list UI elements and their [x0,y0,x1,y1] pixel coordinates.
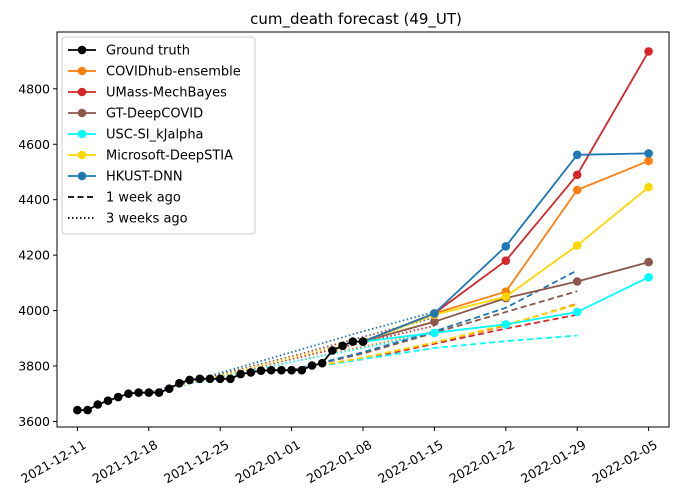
y-tick-label: 3600 [18,414,50,429]
ground-truth-point [154,388,164,397]
ground-truth-point [277,365,286,375]
ground-truth-point [195,374,205,384]
gt-deepcovid-forecast-point [430,317,439,327]
y-tick-label: 4200 [18,248,50,263]
legend-entry-label: Ground truth [106,44,190,59]
microsoft-deepstia-forecast-point [644,182,653,192]
plot-area [73,47,653,415]
ground-truth-point [175,378,184,388]
covidhub-ensemble-forecast-point [644,156,653,166]
gt-deepcovid-forecast-point [644,257,653,267]
ground-truth-point [246,368,256,377]
legend-entry-label: USC-SI_kJalpha [106,128,204,143]
usc-si-kjalpha-forecast-point [430,328,439,338]
legend-swatch-marker [77,171,87,181]
usc-si-kjalpha-3-weeks-ago-line [148,331,435,394]
y-tick-label: 4400 [18,192,50,207]
hkust-dnn-forecast-point [430,309,439,318]
hkust-dnn-forecast-point [572,150,582,160]
legend-entry-label: GT-DeepCOVID [106,107,203,122]
ground-truth-point [328,346,337,355]
ground-truth-point [287,365,296,375]
legend-swatch-marker [77,108,87,118]
y-tick-label: 4800 [18,81,50,96]
usc-si-kjalpha-forecast-point [572,307,582,317]
umass-mechbayes-forecast-point [501,256,511,266]
legend-entry-label: 3 weeks ago [106,212,188,227]
ground-truth-point [226,374,235,384]
ground-truth-point [134,388,143,397]
ground-truth-point [338,341,347,351]
microsoft-deepstia-forecast-point [501,292,511,302]
ground-truth-point [164,384,174,394]
ground-truth-point [93,400,103,409]
ground-truth-point [144,388,154,397]
y-tick-label: 4600 [18,137,50,152]
gt-deepcovid-forecast-point [572,277,582,286]
usc-si-kjalpha-1-week-ago-line [291,334,578,372]
legend-swatch-marker [77,45,87,55]
ground-truth-point [205,374,215,384]
ground-truth-point [185,375,194,385]
hkust-dnn-forecast-point [501,242,511,251]
umass-mechbayes-forecast-point [644,47,653,56]
chart-title: cum_death forecast (49_UT) [250,10,462,29]
microsoft-deepstia-forecast-point [572,241,582,250]
ground-truth-point [348,337,358,346]
ground-truth-point [236,369,245,379]
legend-entry-label: COVIDhub-ensemble [106,65,241,80]
ground-truth-point [73,405,82,415]
umass-mechbayes-forecast-point [572,170,582,180]
ground-truth-point [124,389,133,399]
legend-swatch-marker [77,87,87,97]
legend-swatch-marker [77,66,87,76]
y-tick-label: 3800 [18,359,50,374]
legend-box [61,36,256,235]
legend-entry-label: 1 week ago [106,191,181,206]
legend-entry-label: Microsoft-DeepSTIA [106,149,233,164]
ground-truth-point [307,361,317,370]
ground-truth-point [215,374,225,384]
ground-truth-point [103,396,113,406]
ground-truth-point [266,365,276,375]
legend-swatch-marker [77,150,87,160]
legend-swatch-marker [77,129,87,139]
covidhub-ensemble-forecast-point [572,185,582,195]
ground-truth-point [358,337,368,346]
ground-truth-point [317,358,327,368]
ground-truth-point [113,392,123,402]
legend-entry-label: UMass-MechBayes [106,86,227,101]
hkust-dnn-forecast-point [644,149,653,158]
microsoft-deepstia-1-week-ago-line [291,304,578,372]
legend: Ground truth COVIDhub-ensemble UMass-MechB… [61,36,256,235]
ground-truth-point [83,405,92,415]
ground-truth-point [297,365,307,375]
usc-si-kjalpha-forecast-point [501,320,511,329]
y-tick-label: 4000 [18,303,50,318]
ground-truth-point [256,366,266,376]
usc-si-kjalpha-forecast-point [644,273,653,282]
legend-entry-label: HKUST-DNN [106,170,183,185]
